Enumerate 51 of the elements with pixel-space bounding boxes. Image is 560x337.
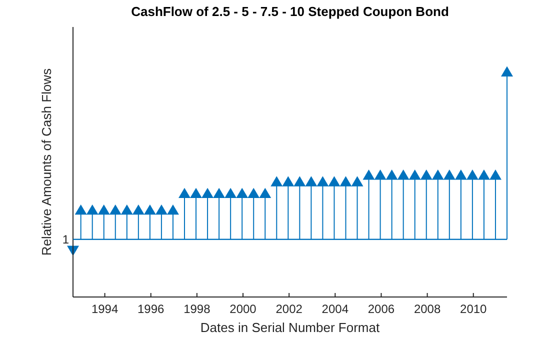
- point: [109, 204, 122, 215]
- point: [282, 176, 294, 186]
- point: [166, 204, 179, 215]
- point: [294, 176, 306, 186]
- x-tick-label: 1998: [184, 302, 211, 316]
- point: [144, 204, 156, 215]
- point: [259, 188, 272, 198]
- point: [466, 170, 478, 180]
- point: [362, 170, 375, 180]
- y-axis-title: Relative Amounts of Cash Flows: [39, 68, 54, 256]
- point: [443, 170, 456, 180]
- point: [305, 176, 318, 186]
- point: [420, 170, 432, 180]
- point: [397, 170, 410, 180]
- x-tick-label: 2000: [230, 302, 257, 316]
- point: [316, 176, 329, 186]
- point: [132, 204, 144, 215]
- point: [328, 176, 340, 186]
- point: [351, 176, 364, 186]
- point: [202, 188, 214, 198]
- point: [374, 170, 386, 180]
- point: [248, 188, 260, 198]
- point: [386, 170, 398, 180]
- x-axis-title: Dates in Serial Number Format: [200, 320, 380, 335]
- point: [432, 170, 444, 180]
- point: [236, 188, 248, 198]
- chart-title: CashFlow of 2.5 - 5 - 7.5 - 10 Stepped Coupon Bond: [131, 4, 449, 19]
- point: [478, 170, 490, 180]
- point: [86, 204, 98, 215]
- point: [489, 170, 502, 180]
- point: [178, 188, 190, 198]
- x-tick-label: 1994: [91, 302, 118, 316]
- point: [120, 204, 133, 215]
- point: [270, 176, 283, 186]
- point: [501, 66, 513, 76]
- point: [408, 170, 421, 180]
- point: [340, 176, 352, 186]
- point: [224, 188, 237, 198]
- x-tick-label: 2004: [322, 302, 349, 316]
- point: [98, 204, 110, 215]
- point: [213, 188, 226, 198]
- point: [74, 204, 87, 215]
- point: [454, 170, 467, 180]
- point: [155, 204, 168, 215]
- point: [190, 188, 202, 198]
- x-tick-label: 2002: [276, 302, 303, 316]
- x-tick-label: 2010: [460, 302, 488, 316]
- x-tick-label: 2008: [414, 302, 441, 316]
- x-tick-label: 2006: [368, 302, 395, 316]
- text: 1: [62, 232, 70, 247]
- x-tick-label: 1996: [138, 302, 165, 316]
